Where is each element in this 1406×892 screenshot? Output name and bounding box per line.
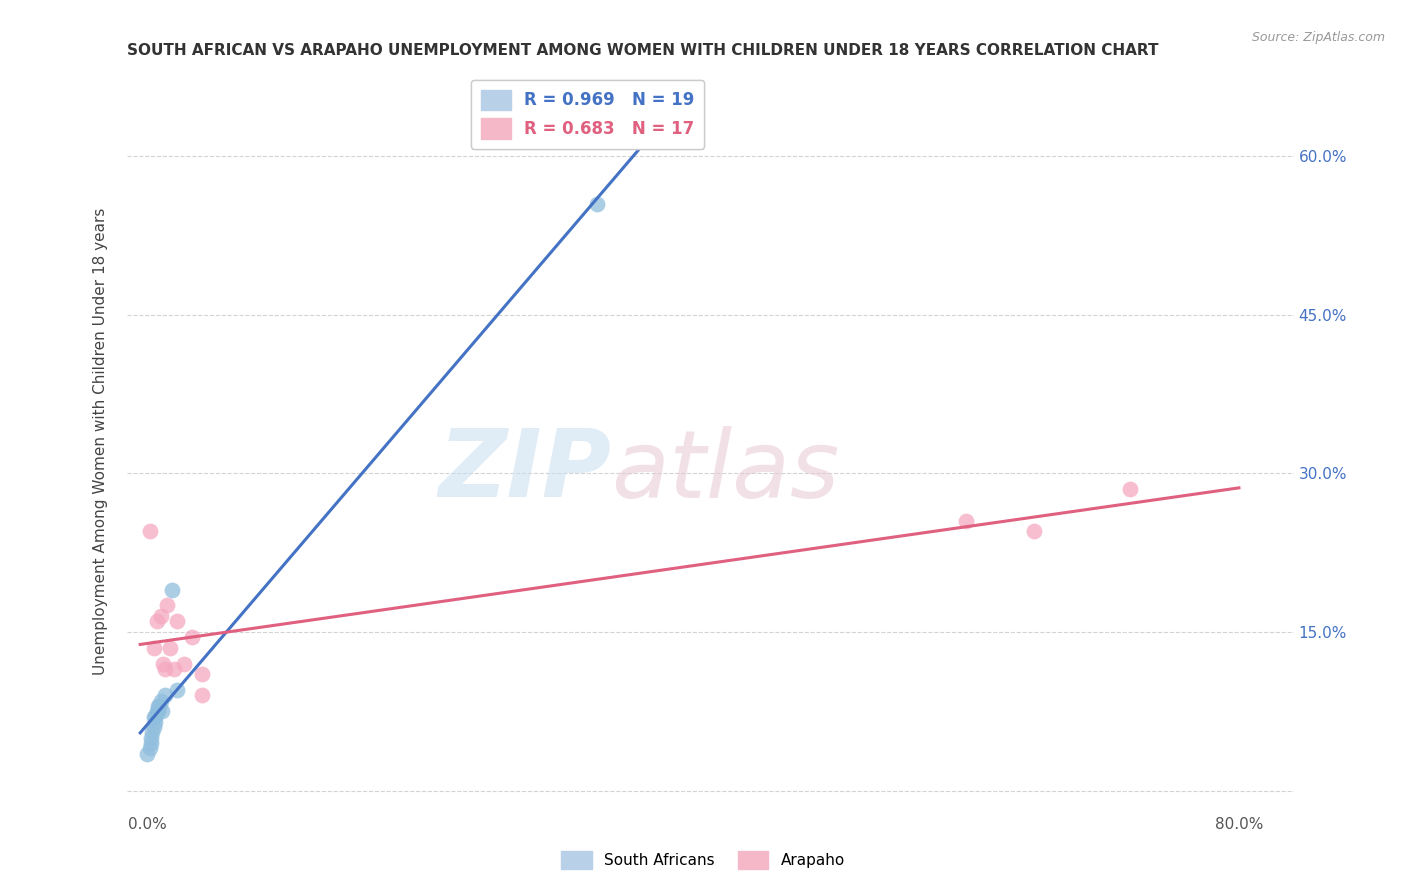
Point	[153, 662, 176, 676]
Point	[142, 720, 165, 734]
Point	[160, 582, 183, 597]
Point	[181, 630, 204, 644]
Legend: South Africans, Arapaho: South Africans, Arapaho	[555, 845, 851, 875]
Text: Source: ZipAtlas.com: Source: ZipAtlas.com	[1251, 31, 1385, 45]
Point	[152, 657, 174, 671]
Point	[139, 741, 162, 756]
Point	[141, 725, 163, 739]
Point	[1024, 524, 1046, 539]
Point	[163, 662, 186, 676]
Point	[145, 615, 167, 629]
Point	[142, 640, 165, 655]
Point	[190, 689, 212, 703]
Point	[136, 747, 159, 761]
Point	[142, 709, 165, 723]
Point	[173, 657, 195, 671]
Point	[149, 694, 172, 708]
Y-axis label: Unemployment Among Women with Children Under 18 years: Unemployment Among Women with Children U…	[93, 208, 108, 675]
Point	[146, 698, 169, 713]
Point	[150, 704, 173, 718]
Point	[149, 609, 172, 624]
Point	[139, 731, 162, 745]
Legend: R = 0.969   N = 19, R = 0.683   N = 17: R = 0.969 N = 19, R = 0.683 N = 17	[471, 79, 704, 149]
Point	[190, 667, 212, 681]
Point	[955, 514, 977, 528]
Point	[145, 704, 167, 718]
Point	[156, 599, 179, 613]
Text: SOUTH AFRICAN VS ARAPAHO UNEMPLOYMENT AMONG WOMEN WITH CHILDREN UNDER 18 YEARS C: SOUTH AFRICAN VS ARAPAHO UNEMPLOYMENT AM…	[127, 43, 1159, 58]
Text: atlas: atlas	[610, 425, 839, 516]
Point	[143, 714, 166, 729]
Point	[143, 709, 166, 723]
Point	[166, 615, 188, 629]
Point	[146, 704, 169, 718]
Point	[159, 640, 181, 655]
Point	[1119, 482, 1142, 496]
Point	[153, 689, 176, 703]
Point	[139, 524, 162, 539]
Point	[148, 698, 170, 713]
Point	[166, 683, 188, 698]
Point	[586, 196, 609, 211]
Point	[139, 736, 162, 750]
Text: ZIP: ZIP	[437, 425, 610, 517]
